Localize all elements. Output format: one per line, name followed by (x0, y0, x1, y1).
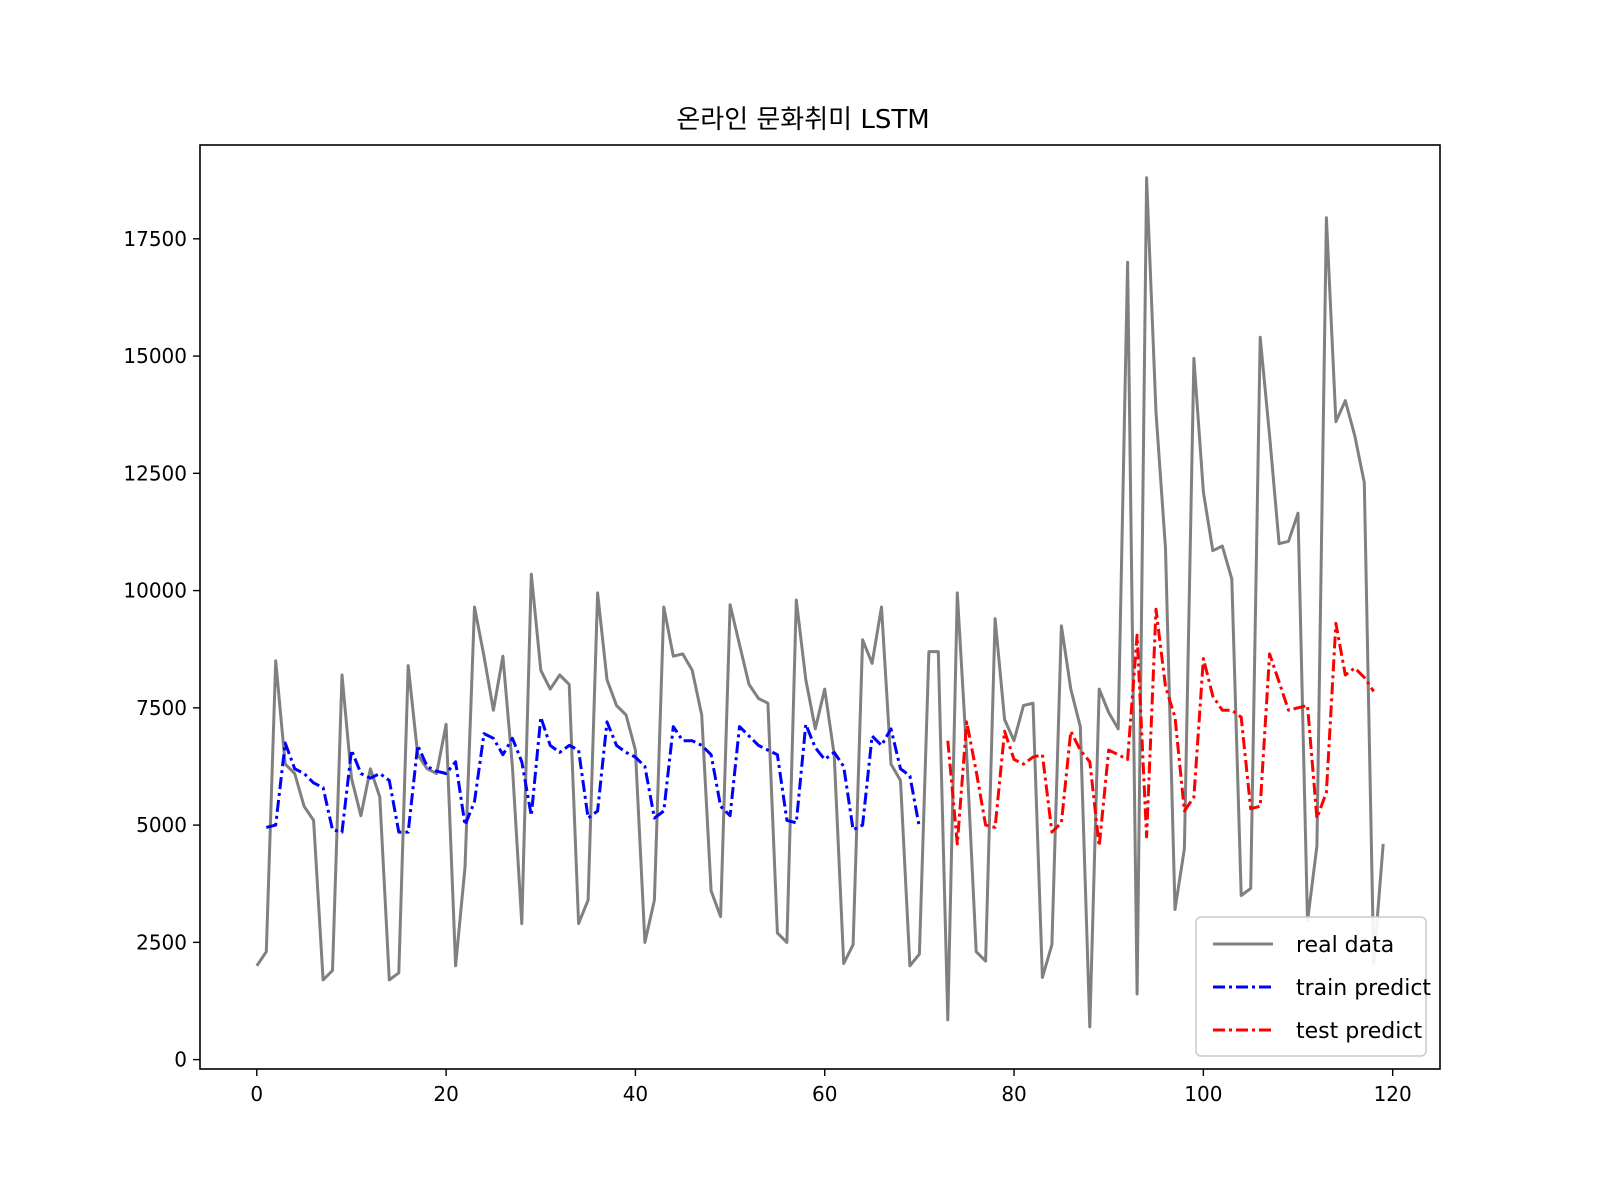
y-tick-label: 2500 (136, 930, 187, 954)
plot-frame (199, 144, 1441, 1070)
series-layer (255, 176, 1385, 1029)
y-axis: 0 2500 5000 7500 10000 12500 15000 17500 (123, 227, 200, 1072)
y-tick-label: 0 (174, 1048, 187, 1072)
y-tick-label: 17500 (123, 227, 187, 251)
y-tick-label: 12500 (123, 461, 187, 485)
x-tick-label: 60 (812, 1082, 837, 1106)
x-tick-label: 100 (1184, 1082, 1222, 1106)
series-line-real-data (255, 176, 1385, 1029)
series-line-test-predict (946, 607, 1375, 848)
legend-box (1195, 916, 1427, 1057)
x-tick-label: 20 (433, 1082, 458, 1106)
y-tick-label: 5000 (136, 813, 187, 837)
chart-title: 온라인 문화취미 LSTM (676, 105, 929, 135)
y-tick-label: 7500 (136, 696, 187, 720)
series-line-train-predict (265, 715, 921, 834)
x-tick-label: 40 (623, 1082, 648, 1106)
legend-label: train predict (1296, 976, 1431, 1001)
x-tick-label: 0 (250, 1082, 263, 1106)
y-tick-label: 15000 (123, 344, 187, 368)
y-tick-label: 10000 (123, 579, 187, 603)
x-axis: 0 20 40 60 80 100 120 (250, 1069, 1412, 1106)
x-tick-label: 120 (1374, 1082, 1412, 1106)
legend-label: test predict (1296, 1019, 1422, 1044)
x-tick-label: 80 (1001, 1082, 1026, 1106)
legend-label: real data (1296, 933, 1394, 958)
legend: real data train predict test predict (1195, 916, 1431, 1057)
